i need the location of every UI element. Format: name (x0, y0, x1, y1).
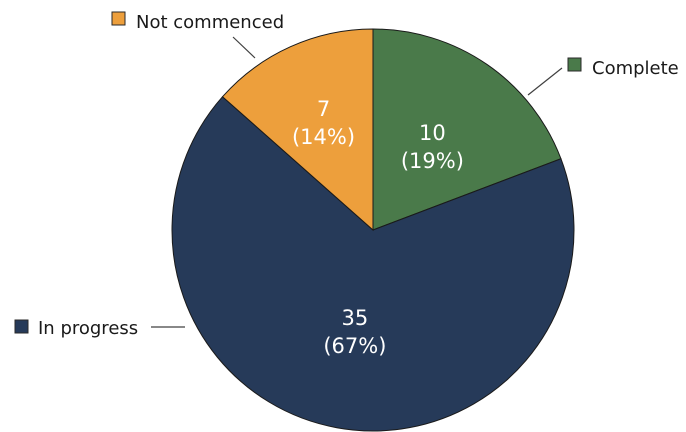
slice-value-label-not-commenced: 7 (317, 97, 330, 121)
legend-swatch-complete (567, 57, 582, 72)
pie-slice-not-commenced (221, 28, 374, 232)
legend-swatch-not-commenced (111, 11, 126, 26)
slice-percent-label-complete: (19%) (401, 149, 464, 173)
pie-slice-complete (372, 28, 562, 231)
slice-value-label-complete: 10 (419, 121, 446, 145)
callout-line-complete (527, 67, 563, 96)
slice-value-label-in-progress: 35 (342, 306, 369, 330)
legend-label-complete: Complete (592, 58, 679, 79)
legend-label-in-progress: In progress (38, 318, 138, 339)
slice-percent-label-not-commenced: (14%) (292, 125, 355, 149)
pie-slice-in-progress (171, 96, 575, 432)
callout-line-not-commenced (232, 36, 256, 59)
slice-percent-label-in-progress: (67%) (323, 334, 386, 358)
legend-swatch-in-progress (14, 319, 29, 334)
legend-label-not-commenced: Not commenced (136, 12, 284, 33)
